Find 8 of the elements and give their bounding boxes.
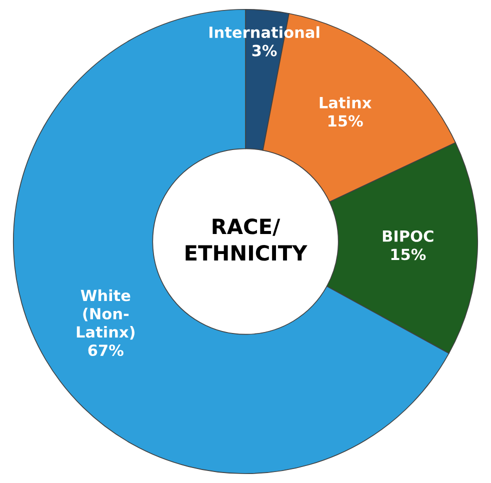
data-label: 15% [328,115,363,127]
slice-label: BIPOC [382,230,434,242]
slice-label: White (Non- Latinx) [76,289,134,340]
data-label: 15% [391,248,426,260]
data-label: 3% [252,44,277,56]
text: RACE/ ETHNICITY [186,218,308,261]
data-label: 67% [88,344,124,356]
slice-label: Latinx [320,96,372,108]
